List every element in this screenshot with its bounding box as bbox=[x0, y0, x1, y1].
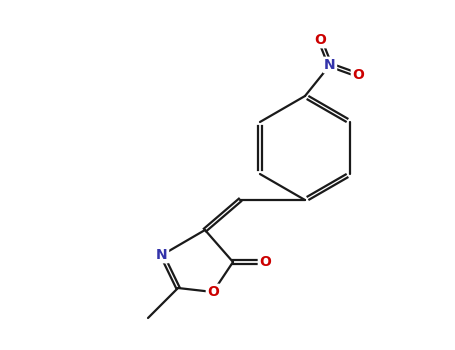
Text: O: O bbox=[207, 285, 219, 299]
Text: N: N bbox=[324, 58, 336, 72]
Text: O: O bbox=[352, 68, 364, 82]
Text: N: N bbox=[156, 248, 168, 262]
Text: O: O bbox=[259, 255, 271, 269]
Text: O: O bbox=[314, 33, 326, 47]
